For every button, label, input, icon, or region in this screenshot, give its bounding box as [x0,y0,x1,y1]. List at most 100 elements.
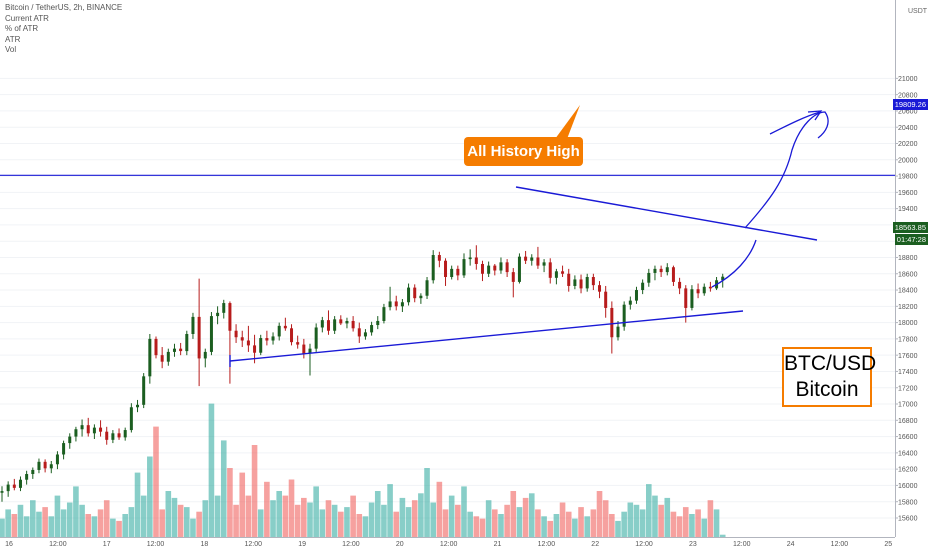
candle-body [702,286,706,294]
candle [480,260,484,282]
last-price-label: 18563.85 [892,222,928,233]
candle-body [363,332,367,337]
candle-body [357,328,361,337]
price-tick-label: 17800 [898,336,918,343]
volume-bar [103,500,110,537]
candle-body [6,484,10,492]
indicator-current-atr[interactable]: Current ATR [5,13,49,23]
candle-body [480,263,484,274]
candle [591,273,595,291]
resistance-trendline [515,186,818,241]
candle [296,335,300,349]
volume-bar [331,504,338,537]
volume-bar [405,507,412,537]
volume-bar [584,516,590,537]
volume-bar [707,500,714,537]
candle-body [339,319,343,324]
indicator-percent-atr[interactable]: % of ATR [5,24,39,33]
candle-body [216,312,220,317]
candle-body [591,277,595,286]
candle-body [37,461,41,470]
volume-bar [5,509,11,537]
candle [148,333,152,384]
candle [99,420,103,437]
candle [203,348,207,368]
candle [474,245,478,270]
time-axis: 16 12:00 17 12:00 18 12:00 19 12:00 20 12:00 21 12:… [0,537,895,548]
volume-bar [362,516,369,537]
pair-title-line2: Bitcoin [795,378,859,401]
candle [117,428,121,440]
candle-body [129,407,133,431]
all-history-high-callout[interactable]: All History High [464,137,583,166]
candle-body [302,344,306,354]
candle-body [277,325,281,337]
candle-body [542,262,546,266]
candle [154,336,158,359]
volume-bar [473,516,480,537]
candle [197,278,201,387]
candle-body [641,282,645,291]
indicator-vol[interactable]: Vol [5,45,17,54]
candle [579,274,583,294]
price-tick-label: 17600 [898,353,918,360]
candle-body [653,268,657,273]
volume-bar [442,509,449,537]
volume-bar [658,504,664,537]
price-tick-label: 19800 [898,174,918,181]
volume-bar [639,509,646,537]
candle [456,265,460,281]
candlestick-series [0,245,725,502]
candle [616,320,620,341]
candle [505,259,509,278]
price-tick-label: 15600 [898,516,918,523]
volume-bar [448,495,455,537]
candle [647,268,651,287]
candle [62,440,66,460]
volume-bar [301,497,307,537]
candle-body [209,316,213,352]
candle [400,298,404,313]
candle [641,279,645,295]
candle-body [49,464,53,469]
candle [678,277,682,295]
candle [142,373,146,409]
candle [376,316,380,330]
candle-body [271,336,275,341]
volume-bar [325,500,332,537]
volume-bar [424,468,430,537]
candle [431,250,435,284]
candle [499,257,503,274]
volume-bar [528,493,535,537]
symbol-title[interactable]: Bitcoin / TetherUS, 2h, BINANCE [5,3,123,12]
candle-body [708,286,712,289]
time-tick-label: 24 [787,541,795,548]
candle-body [123,430,127,438]
candle-body [665,267,669,273]
volume-bar [621,511,627,537]
volume-bar [85,514,92,537]
volume-bar [42,507,48,537]
indicator-atr[interactable]: ATR [5,34,21,44]
candle-body [179,348,183,352]
candle [302,338,306,359]
volume-bar [153,426,159,537]
volume-bar [140,495,147,537]
volume-bar [461,486,467,537]
pair-title-box[interactable]: BTC/USD Bitcoin [782,347,876,407]
time-tick-label: 12:00 [635,541,653,548]
candle-body [68,436,72,444]
volume-bar [565,511,572,537]
volume-bar [282,495,289,537]
candle [209,312,213,356]
candle [271,332,275,345]
candle [160,347,164,369]
price-tick-label: 20200 [898,141,918,148]
volume-bar [214,495,221,537]
volume-bar [547,520,554,537]
candle [357,322,361,343]
price-tick-label: 18600 [898,271,918,278]
candle-body [99,427,103,432]
